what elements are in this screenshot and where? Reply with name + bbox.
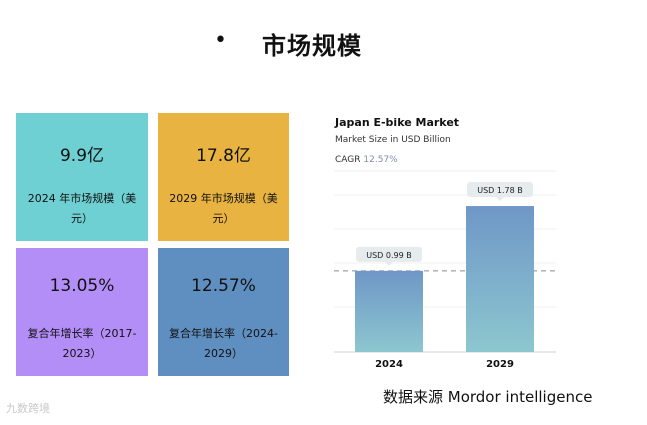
cagr-value: 12.57% — [363, 155, 398, 165]
title-bullet: • — [214, 28, 227, 53]
card-label: 2029 年市场规模（美元） — [169, 192, 278, 225]
page-title: 市场规模 — [262, 32, 362, 60]
card-value: 9.9亿 — [59, 146, 105, 166]
card-value: 17.8亿 — [196, 146, 251, 166]
x-tick-label: 2024 — [375, 359, 403, 370]
card-cagr-2024-2029: 12.57% 复合年增长率（2024-2029） — [158, 248, 289, 376]
card-2024-market-size: 9.9亿 2024 年市场规模（美元） — [16, 113, 148, 241]
chart-cagr: CAGR 12.57% — [335, 155, 398, 165]
bar-2029 — [466, 206, 534, 352]
chart-title: Japan E-bike Market — [335, 116, 460, 129]
slide-title: • 市场规模 — [0, 26, 647, 62]
data-label-background — [467, 182, 533, 198]
cagr-label: CAGR — [335, 155, 361, 165]
watermark: 九数跨境 — [6, 402, 50, 415]
card-label: 复合年增长率（2024-2029） — [169, 327, 278, 360]
data-label-pointer — [385, 261, 393, 266]
card-label: 2024 年市场规模（美元） — [27, 192, 137, 225]
chart-subtitle: Market Size in USD Billion — [335, 135, 451, 145]
data-label-pointer — [496, 197, 504, 202]
card-value: 12.57% — [191, 276, 256, 296]
card-value: 13.05% — [49, 276, 115, 296]
data-label: USD 1.78 B — [477, 186, 522, 195]
source-note: 数据来源 Mordor intelligence — [383, 388, 593, 406]
card-cagr-2017-2023: 13.05% 复合年增长率（2017-2023） — [16, 248, 148, 376]
data-label-background — [356, 246, 422, 262]
card-label: 复合年增长率（2017-2023） — [27, 327, 137, 360]
bar-chart: USD 0.99 B 2024 USD 1.78 B 2029 — [334, 170, 556, 370]
card-2029-market-size: 17.8亿 2029 年市场规模（美元） — [158, 113, 289, 241]
data-label: USD 0.99 B — [366, 251, 411, 260]
bar-2024 — [355, 270, 423, 352]
x-tick-label: 2029 — [486, 359, 514, 370]
